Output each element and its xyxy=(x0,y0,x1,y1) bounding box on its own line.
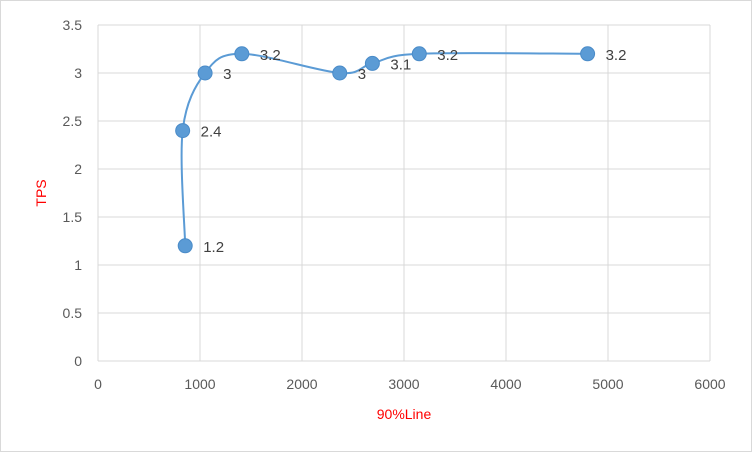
data-label: 3 xyxy=(223,66,231,83)
data-point xyxy=(580,46,596,62)
x-tick-label: 4000 xyxy=(490,376,521,392)
x-tick-label: 3000 xyxy=(388,376,419,392)
y-tick-label: 3.5 xyxy=(63,17,83,33)
y-tick-label: 3 xyxy=(74,65,82,81)
y-axis-title: TPS xyxy=(33,179,49,206)
x-tick-label: 0 xyxy=(94,376,102,392)
data-point xyxy=(197,65,213,81)
data-point xyxy=(175,123,191,139)
x-tick-labels: 0 1000 2000 3000 4000 5000 6000 xyxy=(94,376,726,392)
x-tick-label: 2000 xyxy=(286,376,317,392)
y-tick-label: 1.5 xyxy=(63,209,83,225)
y-tick-labels: 0 0.5 1 1.5 2 2.5 3 3.5 xyxy=(63,17,83,369)
data-label: 1.2 xyxy=(203,239,224,256)
y-tick-label: 0 xyxy=(74,353,82,369)
data-label: 3.1 xyxy=(390,56,411,73)
y-tick-label: 1 xyxy=(74,257,82,273)
data-point xyxy=(177,238,193,254)
data-label: 3 xyxy=(358,66,366,83)
y-tick-label: 0.5 xyxy=(63,305,83,321)
data-labels: 1.2 2.4 3 3.2 3 3.1 3.2 3.2 xyxy=(201,47,627,256)
data-label: 2.4 xyxy=(201,124,222,141)
data-point xyxy=(234,46,250,62)
data-point xyxy=(364,55,380,71)
data-label: 3.2 xyxy=(260,47,281,64)
y-tick-label: 2 xyxy=(74,161,82,177)
y-tick-label: 2.5 xyxy=(63,113,83,129)
data-label: 3.2 xyxy=(606,47,627,64)
grid-lines xyxy=(97,24,711,362)
x-tick-label: 1000 xyxy=(184,376,215,392)
x-tick-label: 5000 xyxy=(592,376,623,392)
data-points xyxy=(175,46,596,254)
data-label: 3.2 xyxy=(437,47,458,64)
x-axis-title: 90%Line xyxy=(377,406,432,422)
data-point xyxy=(332,65,348,81)
data-point xyxy=(411,46,427,62)
x-tick-label: 6000 xyxy=(694,376,725,392)
